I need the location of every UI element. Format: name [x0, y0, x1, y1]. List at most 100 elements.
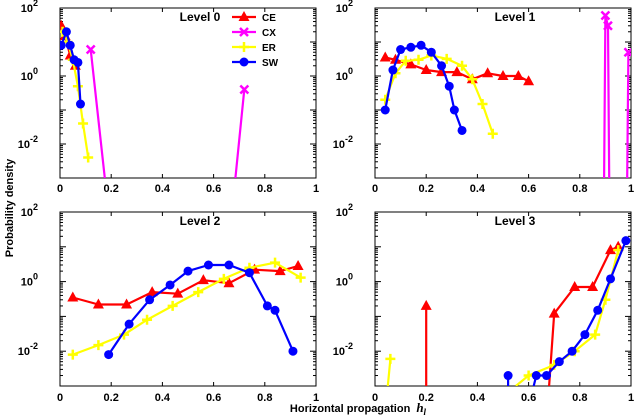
data-point-sw — [406, 42, 416, 52]
data-point-er — [218, 273, 229, 284]
data-point-ce — [548, 307, 560, 318]
data-point-er — [413, 54, 424, 65]
data-point-er — [72, 81, 83, 92]
y-tick-exponent: 0 — [348, 272, 353, 282]
series-line-er — [72, 261, 302, 356]
y-tick-base: 10 — [336, 3, 348, 15]
series-sw — [503, 236, 631, 386]
y-tick-exponent: -2 — [30, 341, 38, 351]
x-tick-label: 0.6 — [206, 392, 221, 404]
series-line-er — [61, 31, 90, 158]
data-point-sw — [75, 99, 85, 109]
data-point-sw — [437, 61, 447, 71]
data-point-ce — [67, 291, 79, 302]
y-tick-label: 10-2 — [333, 341, 353, 358]
data-point-ce — [379, 51, 391, 62]
y-tick-label: 100 — [336, 66, 353, 83]
data-point-er — [590, 329, 601, 340]
legend-entry-sw: SW — [232, 57, 279, 69]
axes-frame — [374, 7, 632, 179]
series-line-cx — [603, 14, 630, 178]
data-point-cx — [85, 44, 96, 55]
y-tick-base: 10 — [336, 277, 348, 289]
legend-label: ER — [262, 43, 277, 54]
data-point-sw — [449, 105, 459, 115]
y-tick-exponent: 2 — [33, 202, 38, 212]
x-tick-label: 0 — [57, 183, 63, 195]
series-cx — [600, 10, 631, 178]
data-point-ce — [274, 265, 286, 276]
data-area — [379, 10, 631, 178]
series-ce — [67, 260, 304, 309]
y-tick-exponent: 2 — [348, 0, 353, 8]
data-point-ce — [512, 70, 524, 80]
series-line-er — [384, 54, 494, 135]
data-point-sw — [65, 40, 75, 50]
data-point-ce — [197, 274, 209, 285]
data-point-sw — [145, 295, 155, 305]
data-point-cx — [600, 10, 611, 21]
y-tick-base: 10 — [21, 3, 33, 15]
y-tick-exponent: 2 — [33, 0, 38, 8]
data-point-sw — [262, 301, 272, 311]
data-point-sw — [104, 350, 114, 360]
data-point-ce — [292, 260, 304, 271]
data-point-ce — [587, 280, 599, 291]
legend-entry-er: ER — [232, 42, 277, 54]
data-point-er — [193, 287, 204, 298]
y-tick-label: 102 — [336, 202, 353, 219]
x-tick-label: 0.2 — [104, 183, 119, 195]
data-point-sw — [606, 274, 616, 284]
data-point-sw — [580, 330, 590, 340]
legend-marker — [239, 57, 249, 67]
series-er — [385, 245, 624, 386]
y-tick-label: 102 — [336, 0, 353, 15]
x-tick-label: 1 — [628, 183, 634, 195]
x-tick-label: 0.6 — [206, 183, 221, 195]
data-point-sw — [380, 105, 390, 115]
x-tick-label: 0.8 — [257, 183, 272, 195]
data-point-sw — [183, 266, 193, 276]
data-point-cx — [239, 84, 250, 95]
y-tick-base: 10 — [18, 346, 30, 358]
data-point-ce — [223, 277, 235, 288]
data-point-er — [93, 340, 104, 351]
data-point-ce — [389, 53, 401, 64]
data-point-sw — [426, 47, 436, 57]
panel-title: Level 0 — [180, 10, 221, 24]
data-point-ce — [605, 244, 617, 255]
series-ce — [420, 240, 624, 386]
data-point-sw — [388, 65, 398, 75]
legend-marker — [238, 11, 250, 21]
data-point-er — [467, 74, 478, 85]
x-tick-label: 0 — [372, 183, 378, 195]
y-tick-exponent: 2 — [348, 202, 353, 212]
y-tick-exponent: 0 — [348, 66, 353, 76]
series-ce — [379, 51, 535, 86]
data-point-ce — [146, 286, 158, 297]
y-tick-label: 10-2 — [18, 134, 38, 151]
data-point-sw — [73, 57, 83, 67]
y-tick-exponent: -2 — [345, 341, 353, 351]
x-tick-label: 0.4 — [470, 392, 486, 404]
data-point-ce — [405, 58, 417, 69]
y-tick-label: 102 — [21, 202, 38, 219]
x-tick-label: 1 — [313, 183, 319, 195]
data-point-er — [83, 152, 94, 163]
data-point-er — [441, 53, 452, 64]
series-sw — [104, 260, 298, 360]
data-point-cx — [603, 20, 613, 31]
data-point-sw — [444, 81, 454, 91]
data-area — [60, 19, 250, 178]
data-point-ce — [569, 280, 581, 291]
legend-label: CE — [262, 13, 276, 24]
x-tick-label: 0.8 — [572, 183, 587, 195]
data-point-sw — [457, 125, 467, 135]
x-axis-symbol-subscript: l — [424, 407, 427, 417]
series-line-ce — [72, 264, 299, 306]
x-tick-label: 0.4 — [155, 392, 171, 404]
data-point-sw — [288, 346, 298, 356]
data-point-er — [270, 257, 281, 268]
